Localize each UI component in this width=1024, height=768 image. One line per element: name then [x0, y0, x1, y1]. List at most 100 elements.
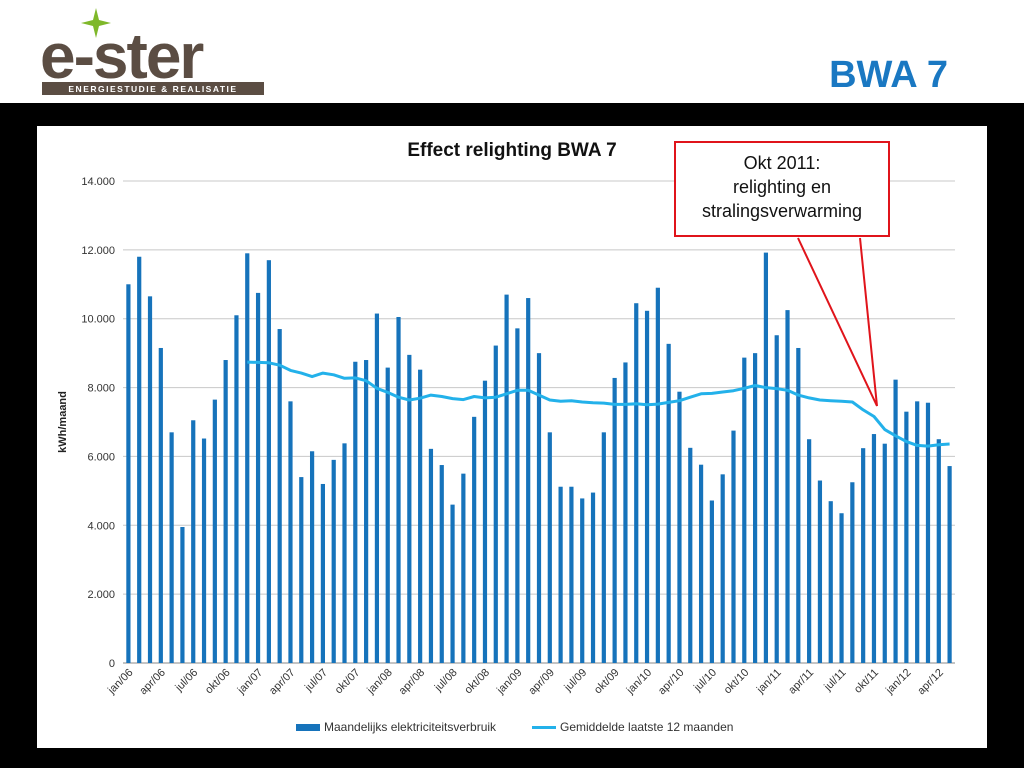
bar: [774, 335, 779, 663]
x-tick-label: apr/07: [267, 667, 298, 698]
x-tick-label: jan/11: [754, 667, 784, 697]
bar: [644, 310, 650, 663]
bar: [245, 253, 250, 664]
legend-line-label: Gemiddelde laatste 12 maanden: [560, 720, 734, 734]
bar: [569, 486, 574, 663]
bar: [331, 459, 336, 663]
bar: [882, 443, 887, 663]
bar: [817, 480, 823, 663]
x-tick-label: okt/10: [722, 667, 752, 697]
callout-line-3: stralingsverwarming: [701, 201, 863, 221]
bar: [515, 328, 520, 663]
x-tick-label: okt/06: [203, 667, 233, 697]
bar: [655, 287, 660, 663]
bar: [871, 434, 877, 663]
bar: [623, 362, 628, 663]
bar: [601, 432, 606, 663]
bar-series: [126, 252, 952, 664]
bar: [288, 401, 293, 663]
y-tick-label: 12.000: [81, 245, 115, 257]
bar: [385, 367, 390, 663]
bar: [580, 498, 585, 663]
bar: [763, 252, 769, 663]
callout-line-1: Okt 2011:: [743, 153, 821, 173]
bar: [850, 482, 855, 663]
x-tick-label: apr/08: [397, 667, 428, 698]
logo-subtitle-bar: [42, 82, 264, 95]
x-tick-label: okt/07: [333, 667, 363, 697]
x-tick-label: jan/08: [364, 667, 394, 697]
bar: [428, 448, 434, 663]
x-tick-label: jan/07: [235, 667, 265, 697]
legend-bar-swatch: [296, 724, 320, 732]
bar: [212, 399, 217, 663]
y-tick-label: 10.000: [81, 314, 115, 326]
bar: [342, 443, 347, 663]
bar: [266, 260, 271, 663]
bar: [698, 464, 704, 663]
average-line: [247, 360, 950, 448]
bar: [255, 292, 261, 663]
x-tick-label: okt/09: [592, 667, 622, 697]
bar: [493, 345, 498, 663]
x-tick-label: apr/11: [786, 667, 816, 697]
bar: [861, 448, 866, 663]
y-tick-label: 6.000: [87, 451, 115, 463]
callout-line-2: relighting en: [732, 177, 832, 197]
bar: [234, 315, 239, 663]
x-tick-label: jan/10: [624, 667, 654, 697]
x-tick-label: jul/11: [821, 667, 848, 694]
callout-pointer: [797, 237, 878, 407]
bar: [396, 316, 401, 663]
bar: [504, 294, 509, 663]
bar: [893, 379, 898, 663]
bar: [796, 347, 801, 663]
x-tick-label: jul/10: [691, 667, 719, 695]
x-tick-label: jul/08: [432, 667, 460, 695]
bar: [947, 466, 952, 663]
bar: [353, 361, 358, 663]
x-tick-label: okt/08: [462, 667, 492, 697]
x-tick-label: jan/06: [105, 667, 135, 697]
legend-line-swatch: [532, 726, 556, 730]
bar: [180, 527, 185, 663]
x-tick-label: apr/06: [137, 667, 168, 698]
bar: [309, 451, 315, 663]
y-tick-label: 0: [109, 658, 115, 670]
bar: [137, 256, 142, 663]
bar: [731, 430, 736, 663]
bar: [439, 465, 444, 663]
y-axis-label: kWh/maand: [57, 391, 69, 453]
y-tick-label: 2.000: [87, 589, 115, 601]
bar: [201, 438, 207, 663]
bar: [904, 411, 909, 663]
bar: [536, 353, 542, 663]
bar: [925, 402, 931, 663]
y-axis-ticks: 0 2.000 4.000 6.000 8.000 10.000 12.000 14.000: [81, 176, 115, 670]
bar: [169, 432, 174, 663]
annotation-callout: Okt 2011: relighting en stralingsverwarm…: [674, 141, 890, 237]
slide-header: e-ster ENERGIESTUDIE & REALISATIE BWA 7: [0, 0, 1024, 103]
bar: [547, 432, 552, 663]
bar: [418, 369, 423, 663]
y-tick-label: 8.000: [87, 383, 115, 395]
bar: [223, 360, 228, 663]
bar: [320, 483, 325, 663]
bar: [753, 353, 758, 663]
bar: [828, 501, 833, 663]
bar: [147, 296, 153, 663]
bar: [677, 391, 682, 663]
bar: [785, 310, 790, 663]
x-tick-label: jan/12: [883, 667, 913, 697]
bar: [807, 439, 812, 663]
y-tick-label: 14.000: [81, 176, 115, 188]
legend-item-bars: Maandelijks elektriciteitsverbruik: [296, 720, 496, 734]
x-tick-label: apr/10: [656, 667, 687, 698]
bar: [482, 380, 488, 663]
bar: [407, 354, 412, 663]
chart-title: Effect relighting BWA 7: [407, 140, 617, 161]
x-tick-label: jul/09: [562, 667, 590, 695]
bar: [936, 439, 941, 663]
x-tick-label: apr/12: [915, 667, 946, 698]
